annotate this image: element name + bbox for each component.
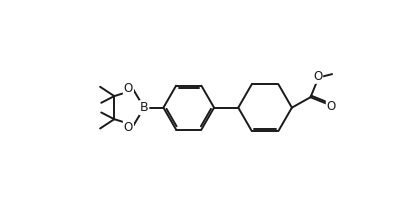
Text: O: O — [327, 100, 336, 113]
Text: B: B — [140, 101, 148, 114]
Text: O: O — [124, 120, 133, 134]
Text: O: O — [313, 70, 322, 83]
Text: O: O — [124, 82, 133, 95]
